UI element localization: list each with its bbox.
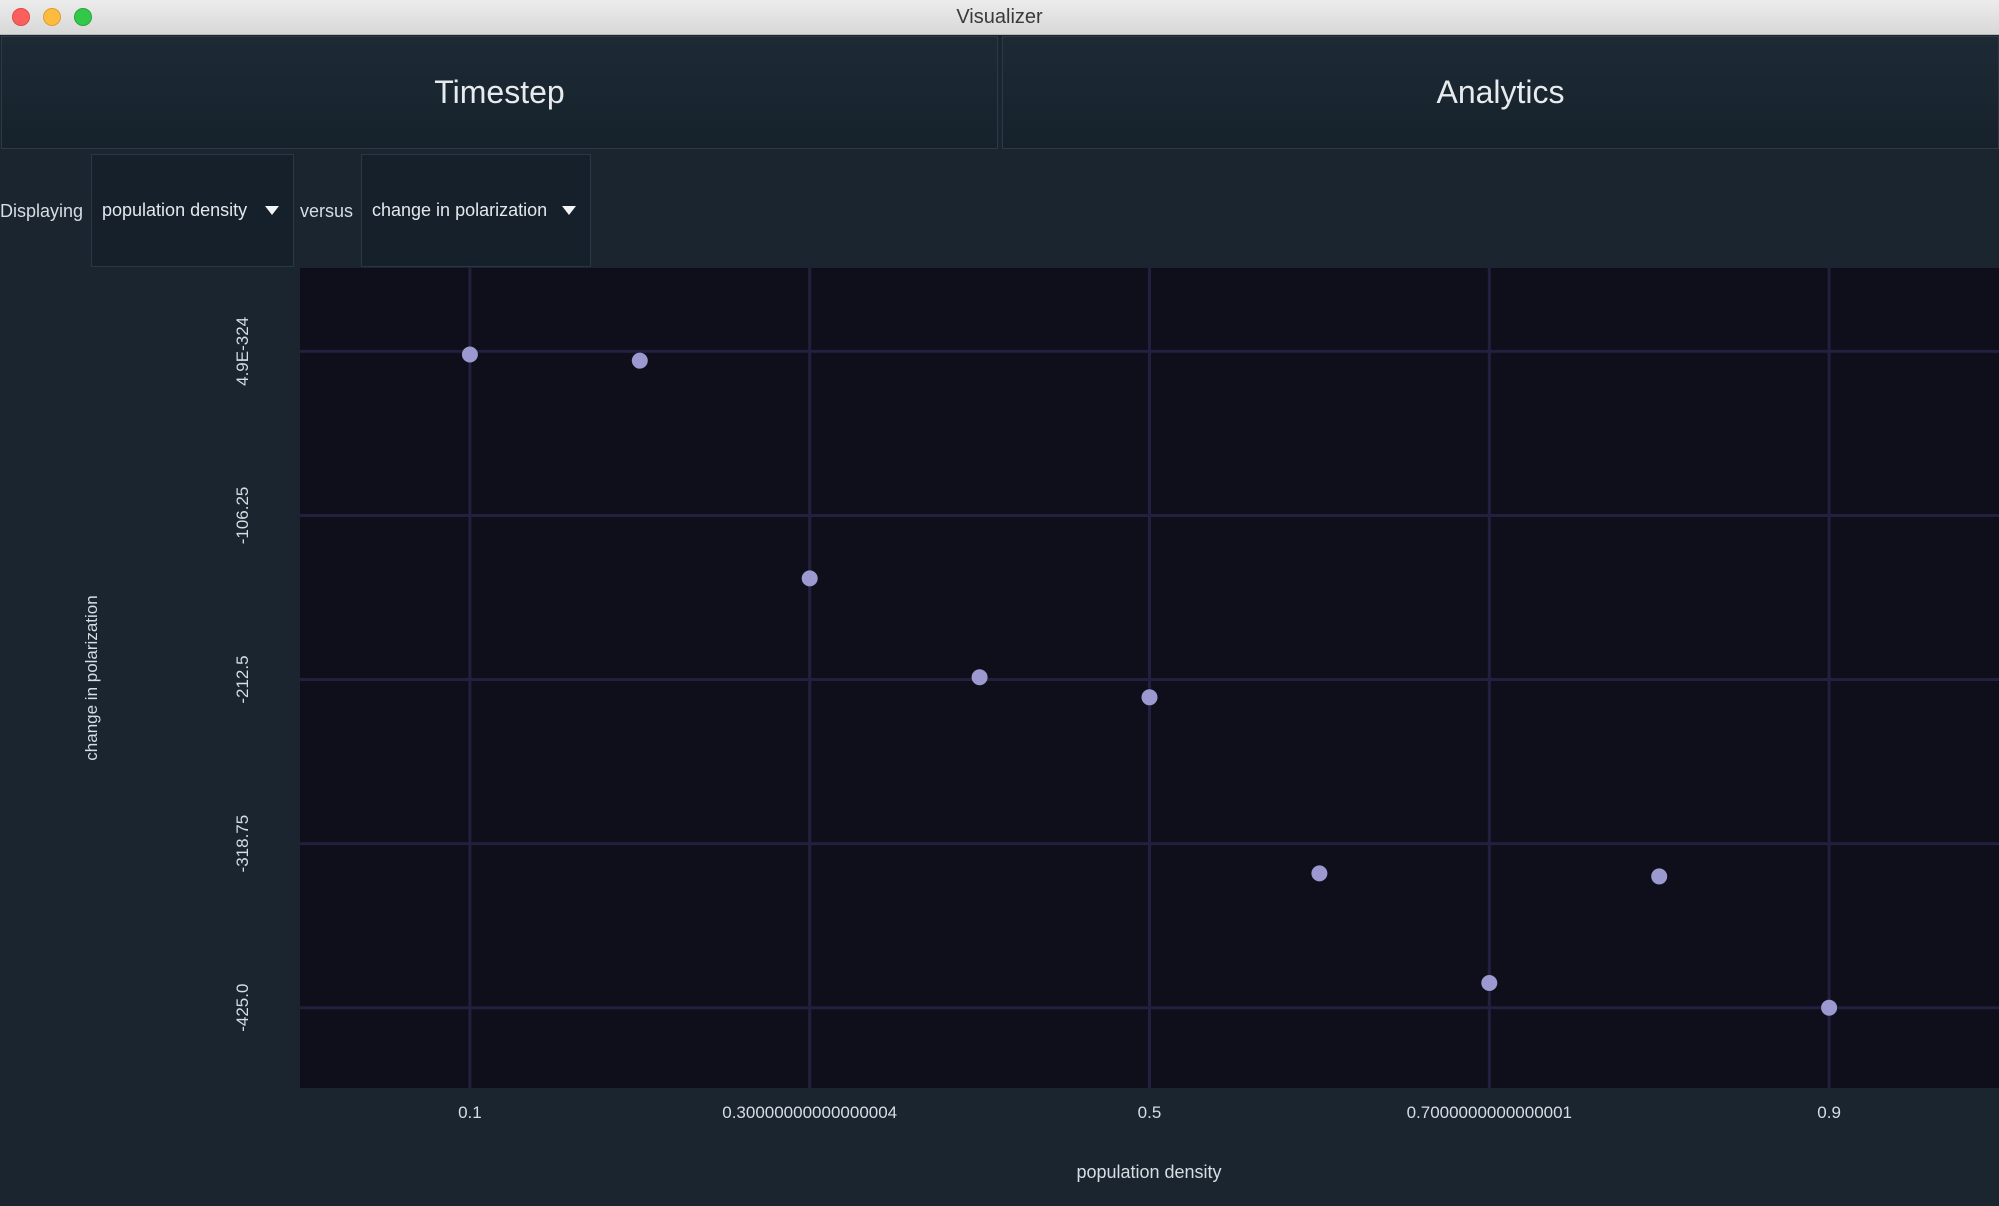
- x-tick-label: 0.5: [1138, 1103, 1162, 1122]
- y-axis-label: change in polarization: [82, 595, 101, 760]
- y-tick-label: 4.9E-324: [233, 317, 252, 386]
- x-variable-value: population density: [102, 200, 248, 220]
- x-tick-label: 0.7000000000000001: [1407, 1103, 1572, 1122]
- y-tick-label: -425.0: [233, 984, 252, 1032]
- scatter-chart: 0.1 0.30000000000000004 0.5 0.7000000000000…: [82, 268, 1999, 1182]
- x-tick-label: 0.1: [458, 1103, 482, 1122]
- tab-timestep[interactable]: Timestep: [1, 36, 998, 149]
- data-point[interactable]: [801, 570, 818, 587]
- dropdown-arrow-icon: [265, 205, 279, 215]
- data-point[interactable]: [1141, 689, 1158, 706]
- versus-label: versus: [300, 201, 354, 221]
- y-variable-select[interactable]: change in polarization: [361, 154, 591, 267]
- grid: [300, 268, 1999, 1088]
- data-point[interactable]: [1651, 868, 1668, 885]
- x-tick-labels: 0.1 0.30000000000000004 0.5 0.7000000000000…: [458, 1103, 1841, 1122]
- displaying-label: Displaying: [0, 201, 84, 221]
- data-points: [461, 346, 1838, 1016]
- y-tick-label: -318.75: [233, 815, 252, 873]
- window-title: Visualizer: [956, 6, 1043, 28]
- x-variable-select[interactable]: population density: [91, 154, 294, 267]
- maximize-window-button[interactable]: [74, 8, 92, 26]
- title-bar: Visualizer: [0, 0, 1999, 35]
- data-point[interactable]: [461, 346, 478, 363]
- x-axis-label: population density: [1076, 1162, 1221, 1182]
- x-tick-label: 0.30000000000000004: [722, 1103, 897, 1122]
- tab-analytics[interactable]: Analytics: [1002, 36, 1999, 149]
- y-tick-labels: 4.9E-324 -106.25 -212.5 -318.75 -425.0: [233, 317, 252, 1032]
- x-tick-label: 0.9: [1817, 1103, 1841, 1122]
- data-point[interactable]: [1821, 999, 1838, 1016]
- data-point[interactable]: [971, 669, 988, 686]
- data-point[interactable]: [1481, 974, 1498, 991]
- minimize-window-button[interactable]: [43, 8, 61, 26]
- dropdown-arrow-icon: [562, 205, 576, 215]
- y-tick-label: -106.25: [233, 487, 252, 545]
- y-variable-value: change in polarization: [372, 200, 548, 220]
- close-window-button[interactable]: [12, 8, 30, 26]
- data-point[interactable]: [631, 352, 648, 369]
- y-tick-label: -212.5: [233, 655, 252, 703]
- data-point[interactable]: [1311, 865, 1328, 882]
